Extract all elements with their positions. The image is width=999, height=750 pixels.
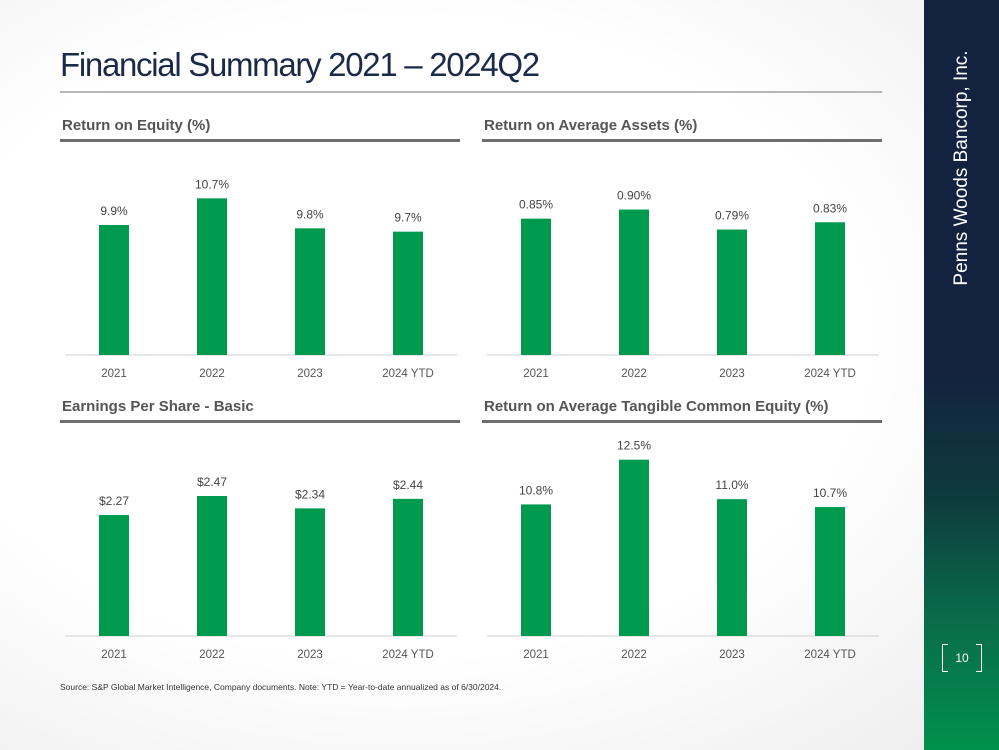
data-label: $2.27 — [99, 494, 129, 508]
x-tick-label: 2024 YTD — [804, 649, 856, 661]
x-tick-label: 2024 YTD — [804, 368, 856, 380]
bar — [197, 496, 227, 636]
data-label: 10.8% — [519, 483, 553, 497]
page-number: 10 — [940, 644, 984, 672]
bar — [99, 225, 129, 355]
chart-return-on-tangible-common-equity: Return on Average Tangible Common Equity… — [482, 398, 882, 673]
data-label: 10.7% — [813, 486, 847, 500]
x-tick-label: 2023 — [719, 368, 745, 380]
chart-earnings-per-share: Earnings Per Share - Basic $2.27 2021 $2.4… — [60, 398, 460, 673]
data-label: 0.85% — [519, 198, 553, 212]
bar — [393, 498, 423, 636]
bar — [717, 229, 747, 355]
bar — [393, 231, 423, 355]
data-label: $2.47 — [197, 475, 227, 489]
x-tick-label: 2022 — [621, 368, 647, 380]
source-note: Source: S&P Global Market Intelligence, … — [60, 682, 502, 692]
page-title: Financial Summary 2021 – 2024Q2 — [60, 46, 540, 83]
chart-title: Return on Average Assets (%) — [482, 117, 882, 142]
chart-title: Return on Equity (%) — [60, 117, 460, 142]
x-tick-label: 2022 — [621, 649, 647, 661]
data-label: 12.5% — [617, 439, 651, 453]
data-label: 11.0% — [715, 478, 748, 492]
data-label: $2.34 — [295, 487, 325, 501]
chart-title: Return on Average Tangible Common Equity… — [482, 398, 882, 423]
x-tick-label: 2021 — [523, 368, 549, 380]
data-label: 0.79% — [715, 209, 749, 223]
x-tick-label: 2024 YTD — [382, 649, 434, 661]
bar — [619, 209, 649, 355]
chart-return-on-average-assets: Return on Average Assets (%) 0.85% 2021 0.… — [482, 117, 882, 392]
bar — [815, 507, 845, 636]
bar — [521, 218, 551, 355]
bar — [521, 504, 551, 636]
data-label: $2.44 — [393, 478, 423, 492]
company-name: Penns Woods Bancorp, Inc. — [951, 50, 972, 286]
bar — [295, 228, 325, 355]
bar — [717, 499, 747, 636]
chart-return-on-equity: Return on Equity (%) 9.9% 2021 10.7% 2022 9.… — [60, 117, 460, 392]
x-tick-label: 2021 — [523, 649, 549, 661]
data-label: 0.90% — [617, 189, 651, 203]
bar — [99, 515, 129, 636]
x-tick-label: 2021 — [101, 368, 127, 380]
data-label: 10.7% — [195, 177, 229, 191]
data-label: 9.9% — [100, 204, 128, 218]
x-tick-label: 2022 — [199, 649, 225, 661]
bar — [815, 222, 845, 355]
title-divider — [60, 91, 882, 93]
bar — [619, 459, 649, 636]
x-tick-label: 2024 YTD — [382, 368, 434, 380]
x-tick-label: 2023 — [719, 649, 745, 661]
data-label: 9.7% — [394, 211, 422, 225]
data-label: 9.8% — [296, 207, 324, 221]
x-tick-label: 2023 — [297, 649, 323, 661]
bar — [295, 508, 325, 636]
chart-title: Earnings Per Share - Basic — [60, 398, 460, 423]
x-tick-label: 2022 — [199, 368, 225, 380]
x-tick-label: 2021 — [101, 649, 127, 661]
data-label: 0.83% — [813, 201, 847, 215]
sidebar — [924, 0, 999, 750]
x-tick-label: 2023 — [297, 368, 323, 380]
bar — [197, 198, 227, 355]
